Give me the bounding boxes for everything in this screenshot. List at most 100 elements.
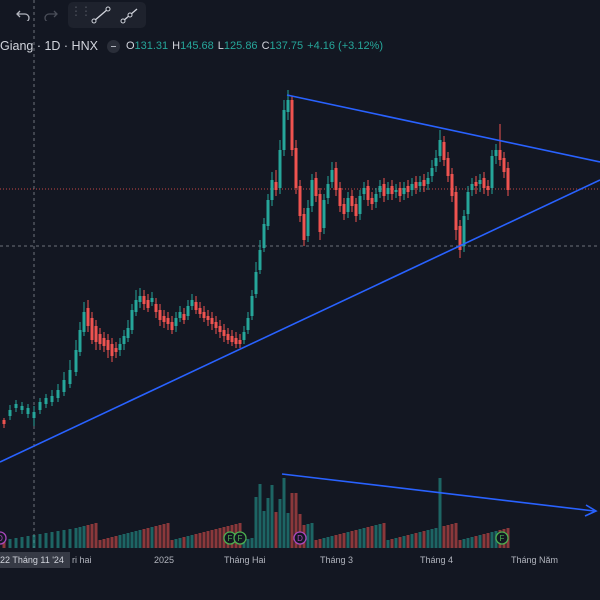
volume-bar [138,530,142,548]
volume-bar [366,527,370,548]
candle-body [310,180,314,206]
candle-body [8,410,12,416]
volume-bar [166,523,170,548]
candle-body [414,182,418,188]
volume-bar [44,533,48,548]
volume-bar [122,534,126,548]
candle-body [462,216,466,246]
candle-body [378,186,382,192]
candle-body [486,186,490,190]
volume-bar [466,538,470,548]
candle-body [374,194,378,202]
volume-bar [482,534,486,548]
candle-body [490,156,494,188]
chart-guides [0,0,600,548]
time-axis[interactable]: ri hai 2025 Tháng Hai Tháng 3 Tháng 4 Th… [0,548,600,570]
volume-bar [62,530,66,548]
candle-body [162,316,166,322]
candle-body [68,370,72,384]
candle-body [326,184,330,198]
volume-bar [278,499,282,548]
candle-body [286,100,290,112]
volume-bar [290,493,294,548]
trend-line-volume[interactable] [281,473,595,512]
candle-body [38,402,42,410]
volume-bar [26,536,30,548]
volume-bar [118,535,122,548]
candle-body [294,148,298,188]
volume-bar [362,528,366,548]
candle-body [478,180,482,184]
volume-bar [218,528,222,548]
ray-icon[interactable] [117,3,143,27]
volume-bar [310,523,314,548]
time-label-6: Tháng Năm [511,555,559,565]
candle-body [90,318,94,340]
volume-bar [2,540,6,548]
candle-body [214,322,218,328]
candle-body [102,338,106,346]
volume-bar [398,537,402,548]
trend-line-upper[interactable] [286,94,600,163]
volume-bar [382,523,386,548]
candle-body [274,182,278,190]
event-badge-icon [495,531,509,545]
volume-bar [442,526,446,548]
candle-body [106,340,110,350]
volume-bar [110,537,114,548]
symbol-title[interactable]: Giang · 1D · HNX [0,39,98,53]
undo-icon[interactable] [10,3,36,27]
volume-bar [342,533,346,548]
candle-body [98,334,102,344]
candle-body [454,192,458,230]
candle-body [86,308,90,326]
candle-body [62,380,66,392]
candle-body [114,348,118,352]
volume-bar [358,529,362,548]
drawing-tools-group [68,2,146,28]
volume-bar [426,530,430,548]
volume-bar [174,539,178,548]
volume-bar [150,527,154,548]
volume-bar [14,538,18,548]
volume-bar [50,532,54,548]
event-badge-icon [233,531,247,545]
price-chart[interactable]: DFFDF [0,0,600,548]
candle-body [482,178,486,188]
candle-body [122,336,126,344]
volume-bar [78,527,82,548]
candle-body [354,204,358,216]
candle-body [506,168,510,190]
volume-bar [458,540,462,548]
candle-body [258,250,262,270]
change-value: +4.16 (+3.12%) [307,40,384,52]
volume-bar [486,533,490,548]
volume-bar [406,535,410,548]
candle-body [126,328,130,338]
volume-bar [270,485,274,548]
candle-body [298,186,302,216]
candle-body [94,326,98,342]
candle-body [226,334,230,340]
volume-bar [186,536,190,548]
trend-lines [0,94,600,517]
volume-bar [394,538,398,548]
candle-body [502,158,506,172]
collapse-legend-icon[interactable] [106,39,120,53]
candle-body [458,226,462,250]
low-label: L [217,40,224,52]
volume-bar [106,538,110,548]
volume-bar [370,526,374,548]
candle-body [118,344,122,350]
candle-body [56,390,60,398]
volume-bar [274,512,278,548]
trend-line-icon[interactable] [88,3,114,27]
trend-line-lower[interactable] [0,179,600,463]
candle-body [494,150,498,156]
volume-bar [434,528,438,548]
candle-body [270,180,274,200]
candle-body [410,184,414,190]
volume-bar [446,525,450,548]
volume-bar [286,513,290,548]
redo-icon[interactable] [38,3,64,27]
